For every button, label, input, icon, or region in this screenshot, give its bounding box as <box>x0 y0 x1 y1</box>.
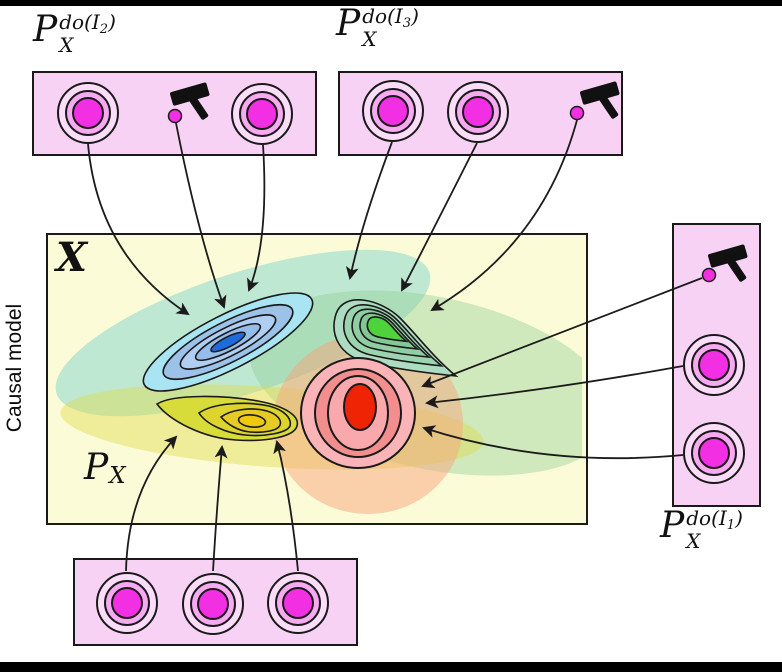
sample-space-rect <box>46 233 588 525</box>
label-sample-space-x: X <box>56 234 88 281</box>
causal-model-axis-label: Causal model <box>3 303 26 433</box>
intervention-box-i1 <box>672 223 761 507</box>
intervention-box-i3 <box>338 71 623 156</box>
top-border-bar <box>0 0 782 6</box>
bottom-border-bar <box>0 662 782 672</box>
observational-box <box>73 558 358 646</box>
intervention-box-i2 <box>32 71 317 156</box>
